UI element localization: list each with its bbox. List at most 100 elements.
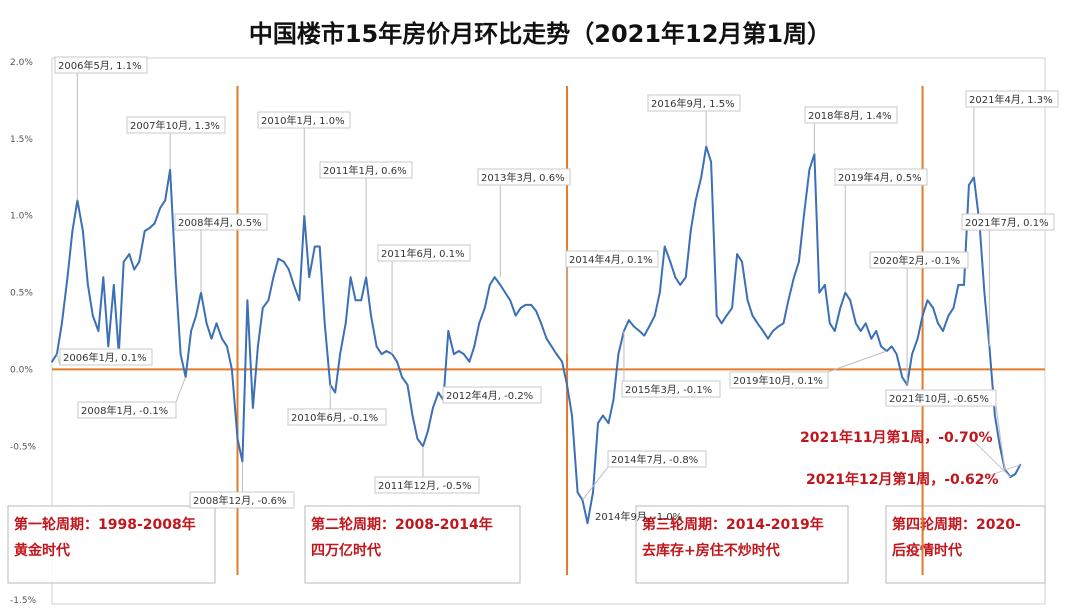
data-point [499,284,502,286]
data-point [210,337,213,340]
annotation-label: 2006年1月, 0.1% [63,351,147,364]
data-point [550,345,553,348]
annotation-box [804,106,898,124]
data-point [174,276,177,279]
annotation-label: 2015年3月, -0.1% [625,383,712,396]
data-point [999,445,1001,448]
data-point [252,407,254,409]
data-point [246,299,249,302]
data-point [122,260,125,263]
era-title: 第四轮周期：2020- [892,516,1021,533]
annotation-box [174,213,268,231]
data-point [143,230,146,233]
data-point [447,330,450,332]
data-point [133,268,136,271]
data-point [643,334,646,337]
era-subtitle: 去库存+房住不炒时代 [642,542,780,559]
data-point [457,350,460,352]
data-point [808,168,811,171]
annotation-label: 2018年8月, 1.4% [808,109,892,122]
data-point [952,307,955,309]
annotation-label: 2021年7月, 0.1% [965,216,1049,229]
data-point [566,383,568,386]
data-point [658,291,661,294]
data-point [983,291,986,294]
callout-leader [976,464,1021,481]
era-title: 第二轮周期：2008-2014年 [311,516,493,533]
data-point [772,330,774,332]
data-point [488,284,491,286]
annotation-box [965,90,1059,108]
data-point [153,222,156,225]
data-point [555,353,558,355]
data-point [112,284,115,286]
era-box [7,505,216,584]
data-point [313,245,316,248]
data-point [215,322,218,325]
annotation-box [607,450,707,468]
annotation-box [442,386,542,404]
data-point [632,325,635,328]
data-point [205,322,208,325]
annotation-label: 2016年9月, 1.5% [651,97,735,110]
annotation-box [126,116,226,134]
annotation-label: 2014年7月, -0.8% [611,453,698,466]
data-point [545,337,548,340]
era-box [635,505,849,584]
data-point [561,360,563,363]
annotation-label: 2019年10月, 0.1% [733,374,823,387]
data-point [509,299,512,302]
era-subtitle: 后疫情时代 [892,542,962,559]
data-point [179,353,182,355]
data-point [870,337,873,340]
data-point [195,314,198,317]
data-point [725,314,728,317]
data-point [751,314,754,317]
data-point [308,276,311,279]
data-point [612,399,615,402]
series-line [51,145,1022,525]
data-point [798,260,800,263]
data-point [380,353,383,355]
annotation-box [374,476,480,494]
data-point [617,353,620,355]
annotation-leader [582,466,609,501]
annotation-box [621,380,721,398]
era-box [885,505,1046,584]
data-point [669,260,672,263]
data-point [344,322,347,325]
annotation-label: 2008年12月, -0.6% [193,494,287,507]
data-point [932,307,934,309]
annotation-label: 2011年12月, -0.5% [378,479,472,492]
data-point [653,314,656,317]
data-point [334,391,337,394]
data-point [396,360,398,363]
annotation-box [189,491,295,509]
data-point [102,276,105,279]
y-tick-label: 1.0% [10,212,33,222]
data-point [994,414,996,417]
data-point [926,299,929,302]
data-point [524,304,527,306]
annotation-box [834,168,928,186]
data-point [864,322,867,325]
era-title: 第三轮周期：2014-2019年 [642,516,824,533]
data-point [283,260,285,263]
data-point [493,276,496,279]
data-point [674,276,677,279]
data-point [514,314,517,317]
data-point [478,322,481,325]
data-point [942,330,944,332]
data-point [323,322,326,325]
annotation-label: 2007年10月, 1.3% [130,119,220,132]
data-point [107,345,110,348]
annotation-box [59,348,153,366]
data-point [221,337,223,340]
annotation-leader [827,350,887,373]
data-point [1014,473,1017,475]
data-point [226,345,228,348]
data-point [576,491,579,494]
data-point [736,253,738,256]
data-point [349,276,352,279]
data-point [61,322,63,325]
